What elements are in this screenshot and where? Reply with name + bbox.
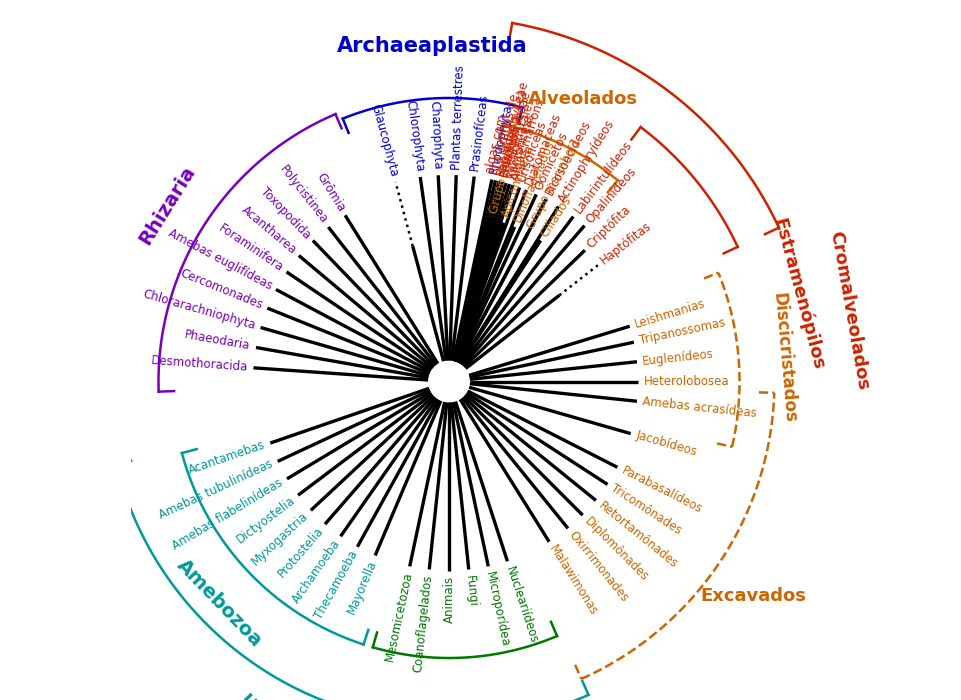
Text: Tripanossomas: Tripanossomas [638, 316, 727, 347]
Text: Foraminifera: Foraminifera [216, 221, 285, 274]
Text: Glaucophyta: Glaucophyta [368, 103, 401, 178]
Text: Plantas terrestres: Plantas terrestres [450, 64, 466, 170]
Text: Haptófitas: Haptófitas [599, 219, 654, 267]
Text: Ciliados: Ciliados [538, 193, 575, 239]
Text: Animais: Animais [442, 576, 456, 623]
Text: Coanoflagelados: Coanoflagelados [412, 575, 435, 673]
Text: Microporídea: Microporídea [483, 570, 512, 648]
Text: Fungi: Fungi [463, 575, 480, 608]
Text: Raphidophyceae: Raphidophyceae [494, 79, 530, 177]
Text: Cercomonades: Cercomonades [178, 267, 264, 312]
Text: Unicontes: Unicontes [235, 692, 318, 700]
Text: Amebas euglifídeas: Amebas euglifídeas [165, 227, 274, 293]
Text: Amebozoa: Amebozoa [174, 555, 266, 650]
Text: Acantharea: Acantharea [238, 204, 299, 257]
Text: Actinophryídeos: Actinophryídeos [555, 118, 617, 205]
Text: Mesomicetozoa: Mesomicetozoa [383, 570, 415, 663]
Text: (14 grupos de: (14 grupos de [490, 93, 522, 176]
Text: Discicristados: Discicristados [770, 292, 799, 424]
Text: Opalinídeos: Opalinídeos [583, 164, 639, 225]
Text: Mayorella: Mayorella [344, 558, 379, 616]
Text: Chlorarachniophyta: Chlorarachniophyta [141, 288, 257, 332]
Text: Euglenídeos: Euglenídeos [642, 347, 715, 368]
Text: Diatômaceas: Diatômaceas [523, 111, 563, 188]
Text: Archamoeba: Archamoeba [289, 537, 343, 606]
Text: Alveolados: Alveolados [528, 90, 637, 108]
Text: Xantoficeas: Xantoficeas [505, 111, 537, 181]
Text: Parabasalídeos: Parabasalídeos [620, 464, 704, 516]
Text: algas com
clorofilas a +c): algas com clorofilas a +c) [483, 85, 530, 178]
Text: Jacobídeos: Jacobídeos [634, 429, 699, 458]
Text: Phaeodaria: Phaeodaria [184, 328, 252, 353]
Text: Chlorophyta: Chlorophyta [403, 99, 426, 172]
Text: Grupo marinho 1: Grupo marinho 1 [525, 136, 583, 231]
Text: Desmothoracida: Desmothoracida [151, 354, 248, 374]
Text: Heterolobosea: Heterolobosea [644, 375, 729, 388]
Text: Tricomônades: Tricomônades [608, 482, 684, 538]
Text: Leishmanias: Leishmanias [633, 297, 707, 331]
Text: Acantamebas: Acantamebas [186, 439, 267, 477]
Text: Bicosoecídeos: Bicosoecídeos [543, 118, 593, 197]
Text: Thecamoeba: Thecamoeba [312, 549, 360, 622]
Text: Myxogastria: Myxogastria [250, 510, 311, 568]
Text: Polycistinea: Polycistinea [277, 163, 330, 227]
Text: Amebas flabelinídeas: Amebas flabelinídeas [170, 476, 285, 552]
Text: Archaeaplastida: Archaeaplastida [336, 36, 528, 57]
Text: Estramenópilos: Estramenópilos [770, 216, 828, 372]
Text: Crisoficeas: Crisoficeas [515, 120, 550, 184]
Text: Amebas tubulinídeas: Amebas tubulinídeas [158, 458, 276, 522]
Text: Labirintulídeos: Labirintulídeos [572, 139, 634, 216]
Text: Toxopodida: Toxopodida [259, 185, 313, 241]
Text: Eustigmatales: Eustigmatales [502, 95, 537, 179]
Text: Dictyostelia: Dictyostelia [234, 494, 298, 546]
Text: Amebas acrasídeas: Amebas acrasídeas [642, 395, 757, 420]
Text: Retortamônades: Retortamônades [596, 499, 680, 570]
Text: Nucleariídeos: Nucleariídeos [503, 565, 540, 645]
Text: Diplomônades: Diplomônades [582, 514, 652, 584]
Text: Rhodophyta: Rhodophyta [486, 103, 514, 176]
Text: Grupo marinho 2: Grupo marinho 2 [487, 115, 527, 216]
Text: Rhizaria: Rhizaria [136, 162, 199, 248]
Text: Cromalveolados: Cromalveolados [825, 230, 872, 392]
Text: Oomicetos: Oomicetos [532, 130, 571, 192]
Text: Apicomplexa: Apicomplexa [500, 144, 536, 220]
Text: Malawimonas: Malawimonas [547, 543, 601, 618]
Text: Algas marrons: Algas marrons [508, 97, 547, 182]
Text: Pelagophyceae: Pelagophyceae [498, 89, 533, 178]
Text: Dinoflagelados: Dinoflagelados [511, 138, 557, 224]
Text: Grômia: Grômia [314, 171, 348, 214]
Text: Charophyta: Charophyta [428, 101, 444, 170]
Text: Excavados: Excavados [701, 587, 806, 605]
Text: Criptófita: Criptófita [584, 203, 633, 251]
Text: Protostelia: Protostelia [276, 524, 326, 580]
Text: Oxirrimonades: Oxirrimonades [566, 528, 631, 604]
Text: Prasinofíceas: Prasinofíceas [468, 93, 491, 172]
